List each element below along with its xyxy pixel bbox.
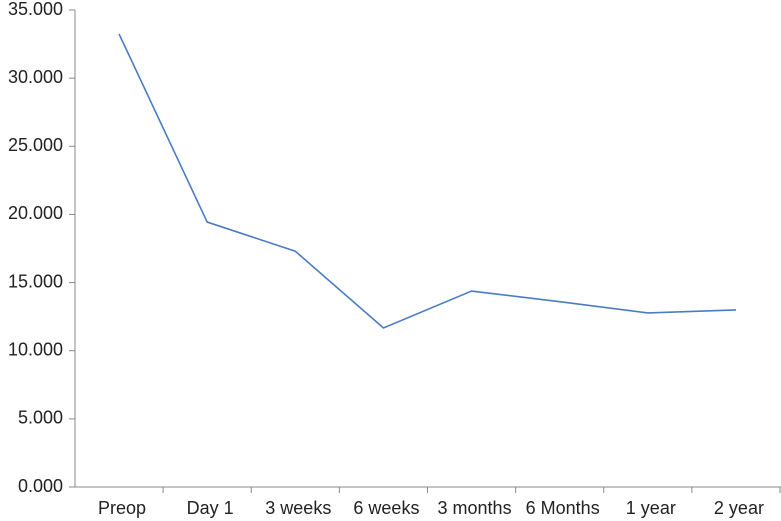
y-tick-label: 10.000 xyxy=(8,339,63,359)
x-tick-label: 1 year xyxy=(626,498,676,518)
y-tick-label: 20.000 xyxy=(8,203,63,223)
x-tick-label: 3 months xyxy=(438,498,512,518)
y-tick-label: 5.000 xyxy=(18,408,63,428)
x-tick-label: Preop xyxy=(98,498,146,518)
line-series xyxy=(118,33,736,329)
y-tick-label: 0.000 xyxy=(18,476,63,496)
x-tick-label: 6 weeks xyxy=(353,498,419,518)
y-tick-label: 25.000 xyxy=(8,135,63,155)
y-tick-label: 15.000 xyxy=(8,271,63,291)
x-tick-label: 3 weeks xyxy=(265,498,331,518)
x-tick-label: 6 Months xyxy=(526,498,600,518)
x-tick-label: 2 year xyxy=(714,498,764,518)
y-tick-label: 35.000 xyxy=(8,0,63,19)
y-tick-label: 30.000 xyxy=(8,67,63,87)
x-tick-label: Day 1 xyxy=(187,498,234,518)
